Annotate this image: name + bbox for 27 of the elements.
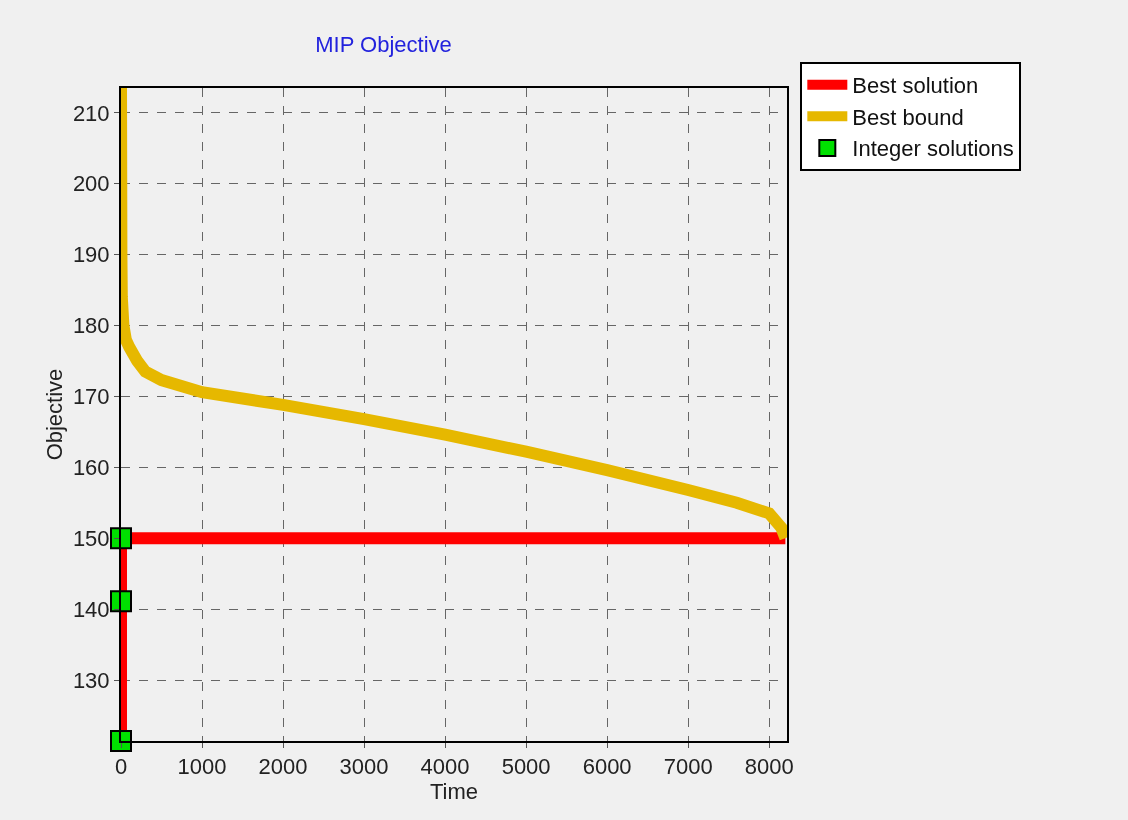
x-tick-label: 1000 [177, 754, 227, 780]
legend-label: Best bound [852, 104, 964, 130]
point [110, 730, 132, 752]
chart-title: MIP Objective [315, 32, 452, 58]
y-tick-label: 210 [72, 100, 110, 126]
y-axis-title: Objective [42, 368, 68, 461]
x-tick-label: 3000 [339, 754, 389, 780]
point [110, 590, 132, 613]
legend-label: Integer solutions [852, 136, 1014, 162]
x-tick-label: 4000 [420, 754, 470, 780]
y-tick-label: 160 [72, 455, 110, 481]
y-tick-label: 190 [72, 242, 110, 268]
y-tick-label: 140 [72, 596, 110, 622]
x-tick-label: 5000 [501, 754, 551, 780]
y-tick-label: 130 [72, 667, 110, 693]
y-tick-label: 180 [72, 313, 110, 339]
legend-label: Best solution [852, 73, 979, 99]
x-tick-label: 8000 [744, 754, 794, 780]
y-tick-label: 200 [72, 171, 110, 197]
y-tick-label: 150 [72, 525, 110, 551]
x-tick-label: 6000 [582, 754, 632, 780]
x-tick-label: 2000 [258, 754, 308, 780]
x-tick-label: 7000 [663, 754, 713, 780]
x-tick-label: 0 [114, 754, 128, 780]
point [110, 527, 132, 550]
x-axis-title: Time [429, 779, 479, 805]
y-tick-label: 170 [72, 384, 110, 410]
